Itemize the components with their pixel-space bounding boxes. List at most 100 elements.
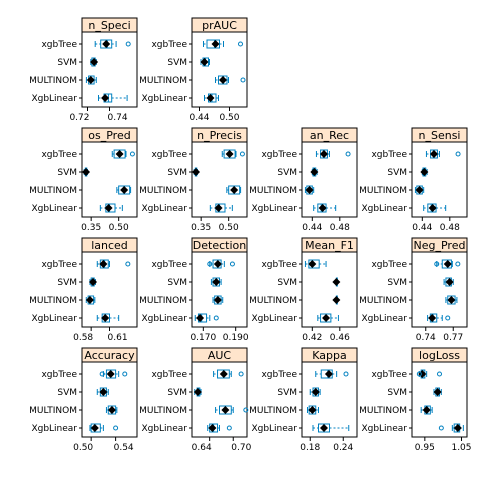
panel-frame [191, 361, 248, 438]
box-xgbTree [221, 149, 245, 159]
category-label: XgbLinear [31, 314, 77, 324]
panel-frame [191, 141, 248, 218]
panel-strip-label: prAUC [202, 19, 237, 32]
x-tick-label: 0.54 [114, 443, 134, 453]
box-XgbLinear [209, 203, 233, 213]
category-label: MULTINOM [139, 76, 187, 86]
x-tick-label: 0.48 [440, 223, 460, 233]
category-label: MULTINOM [359, 186, 407, 196]
category-label: xgbTree [261, 260, 297, 270]
box-mean-marker [85, 296, 94, 304]
box-mean-marker [219, 76, 227, 84]
box-mean-marker [305, 186, 314, 194]
category-label: XgbLinear [251, 204, 297, 214]
category-label: MULTINOM [29, 186, 77, 196]
box-SVM [420, 167, 429, 177]
category-label: SVM [167, 168, 187, 178]
box-xgbTree [304, 259, 327, 269]
box-outlier [125, 41, 131, 47]
panel-accuracy: Accuracy xgbTree SVM MULTINOM XgbLinear 0.50 0… [29, 347, 138, 453]
box-XgbLinear [438, 423, 464, 433]
box-mean-marker [90, 424, 99, 432]
box-MULTINOM [307, 405, 319, 415]
x-tick-label: 0.72 [69, 113, 89, 123]
category-label: XgbLinear [361, 314, 407, 324]
box-SVM [192, 167, 201, 177]
box-outlier [213, 315, 219, 321]
x-tick-label: 0.95 [415, 443, 435, 453]
category-label: XgbLinear [251, 424, 297, 434]
box-xgbTree [213, 369, 244, 379]
category-label: XgbLinear [361, 204, 407, 214]
x-tick-label: 0.44 [189, 113, 209, 123]
box-outlier [238, 371, 244, 377]
box-mean-marker [82, 168, 91, 176]
category-label: XgbLinear [141, 424, 187, 434]
x-tick-label: 0.50 [219, 223, 239, 233]
category-label: xgbTree [41, 260, 77, 270]
panel-strip-label: logLoss [419, 349, 460, 362]
box-outlier [229, 261, 235, 267]
box-xgbTree [315, 149, 351, 159]
panel-neg-pred: Neg_Pred xgbTree SVM MULTINOM XgbLinear 0.74 0… [359, 237, 468, 343]
box-mean-marker [106, 370, 115, 378]
box-mean-marker [445, 278, 454, 286]
category-label: XgbLinear [31, 424, 77, 434]
box-SVM [433, 387, 442, 397]
x-tick-label: 0.50 [219, 113, 239, 123]
box-MULTINOM [116, 185, 132, 195]
box-XgbLinear [194, 313, 219, 323]
category-label: xgbTree [41, 150, 77, 160]
box-XgbLinear [207, 423, 232, 433]
box-outlier [129, 151, 135, 157]
category-label: SVM [167, 278, 187, 288]
box-SVM [200, 57, 210, 67]
box-mean-marker [225, 150, 234, 158]
category-label: MULTINOM [29, 76, 77, 86]
panel-strip-label: Neg_Pred [414, 239, 466, 252]
box-MULTINOM [304, 185, 315, 195]
category-label: SVM [57, 278, 77, 288]
panel-frame [301, 251, 358, 328]
box-mean-marker [213, 296, 222, 304]
box-MULTINOM [445, 295, 458, 305]
box-mean-marker [99, 260, 108, 268]
panel-strip-label: Mean_F1 [305, 239, 354, 252]
box-outlier [437, 371, 442, 377]
category-label: MULTINOM [249, 186, 297, 196]
category-label: xgbTree [151, 150, 187, 160]
x-tick-label: 0.74 [416, 333, 436, 343]
category-label: MULTINOM [29, 406, 77, 416]
panel-strip-label: n_Sensi [419, 129, 461, 142]
box-MULTINOM [215, 75, 246, 85]
box-mean-marker [447, 296, 456, 304]
box-xgbTree [96, 259, 131, 269]
x-tick-label: 0.77 [443, 333, 463, 343]
category-label: xgbTree [41, 370, 77, 380]
box-mean-marker [230, 186, 239, 194]
box-XgbLinear [98, 93, 128, 103]
box-SVM [443, 277, 454, 287]
box-SVM [90, 57, 99, 67]
box-outlier [238, 41, 243, 47]
category-label: xgbTree [151, 260, 187, 270]
box-mean-marker [320, 150, 328, 158]
x-tick-label: 0.46 [330, 333, 350, 343]
box-MULTINOM [85, 295, 96, 305]
category-label: SVM [167, 388, 187, 398]
box-SVM [310, 167, 319, 177]
category-label: SVM [167, 58, 187, 68]
panel-frame [411, 141, 468, 218]
category-label: XgbLinear [251, 314, 297, 324]
box-MULTINOM [212, 295, 224, 305]
box-mean-marker [120, 186, 129, 194]
panel-strip-label: Accuracy [84, 349, 135, 362]
box-mean-marker [430, 150, 438, 158]
category-label: SVM [277, 168, 297, 178]
panel-strip-label: Detection [193, 239, 246, 252]
box-mean-marker [104, 204, 113, 212]
box-mean-marker [200, 58, 209, 66]
box-outlier [416, 371, 422, 377]
panel-detection: Detection xgbTree SVM MULTINOM XgbLinear0.17… [139, 237, 249, 343]
